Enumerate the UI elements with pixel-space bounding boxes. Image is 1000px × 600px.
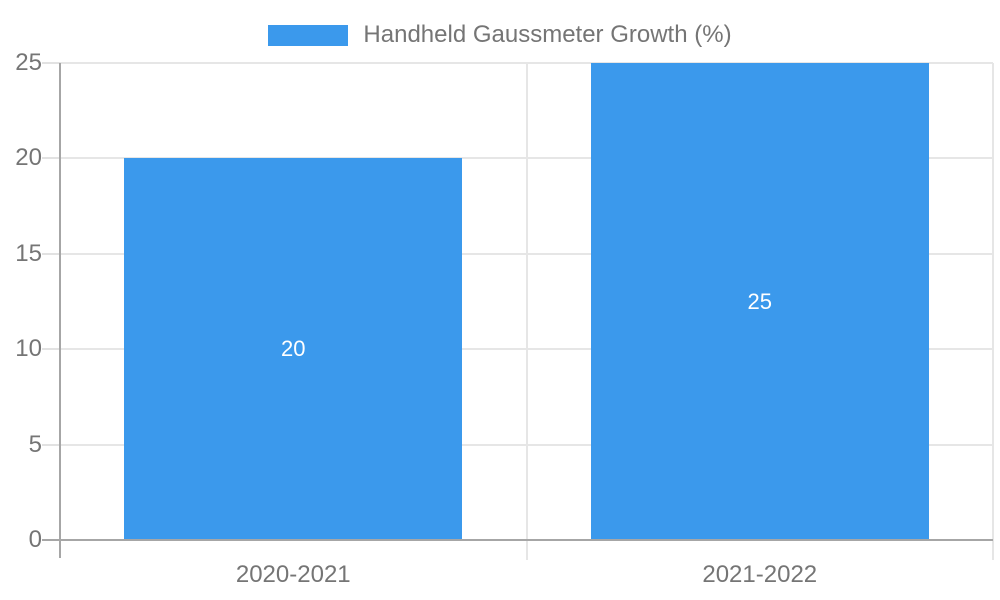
y-tick-mark (42, 443, 60, 446)
bar-value-label: 20 (281, 336, 306, 362)
legend[interactable]: Handheld Gaussmeter Growth (%) (0, 21, 1000, 49)
bar-2020-2021[interactable] (124, 158, 463, 540)
x-axis-baseline (42, 539, 993, 541)
y-tick-mark (42, 348, 60, 351)
bar-value-label: 25 (747, 288, 772, 314)
bar-2021-2022[interactable] (590, 63, 929, 540)
legend-swatch (268, 24, 349, 46)
plot-right-border (992, 63, 994, 560)
x-tick-label: 2020-2021 (235, 561, 351, 588)
category-divider (525, 63, 528, 560)
y-tick-mark (42, 252, 60, 255)
y-tick-label: 20 (15, 144, 42, 172)
y-tick-label: 25 (15, 49, 42, 76)
y-tick-mark (42, 157, 60, 160)
y-tick-label: 10 (15, 335, 42, 363)
y-axis-line (59, 63, 61, 558)
y-tick-label: 15 (15, 239, 42, 267)
y-tick-label: 5 (28, 430, 42, 458)
y-tick-label: 0 (28, 526, 42, 553)
y-tick-mark (42, 62, 60, 64)
legend-label: Handheld Gaussmeter Growth (%) (363, 21, 732, 48)
x-tick-label: 2021-2022 (702, 561, 818, 588)
